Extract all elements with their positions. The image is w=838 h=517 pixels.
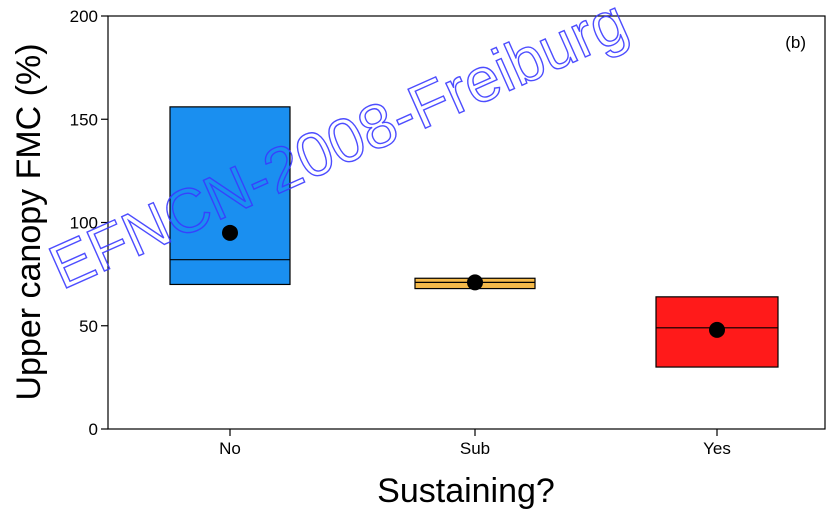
y-tick-label: 150	[70, 110, 98, 129]
mean-point-yes	[709, 321, 725, 338]
box-no	[169, 106, 291, 286]
y-axis-title: Upper canopy FMC (%)	[10, 43, 48, 400]
y-tick-label: 0	[89, 420, 98, 439]
x-tick-label: Sub	[460, 439, 490, 458]
y-tick-label: 100	[70, 214, 98, 233]
x-axis: No Sub Yes	[219, 429, 731, 458]
y-tick-label: 200	[70, 7, 98, 26]
x-tick-label: Yes	[703, 439, 731, 458]
y-axis: 0 50 100 150 200	[70, 7, 108, 439]
x-tick-label: No	[219, 439, 241, 458]
y-tick-label: 50	[79, 317, 98, 336]
boxes-group	[169, 106, 779, 368]
watermark: EFNCN-2008-Freiburg	[40, 0, 638, 303]
mean-point-sub	[467, 274, 483, 291]
x-axis-title: Sustaining?	[377, 472, 555, 510]
panel-label: (b)	[785, 33, 806, 52]
mean-point-no	[222, 224, 238, 241]
